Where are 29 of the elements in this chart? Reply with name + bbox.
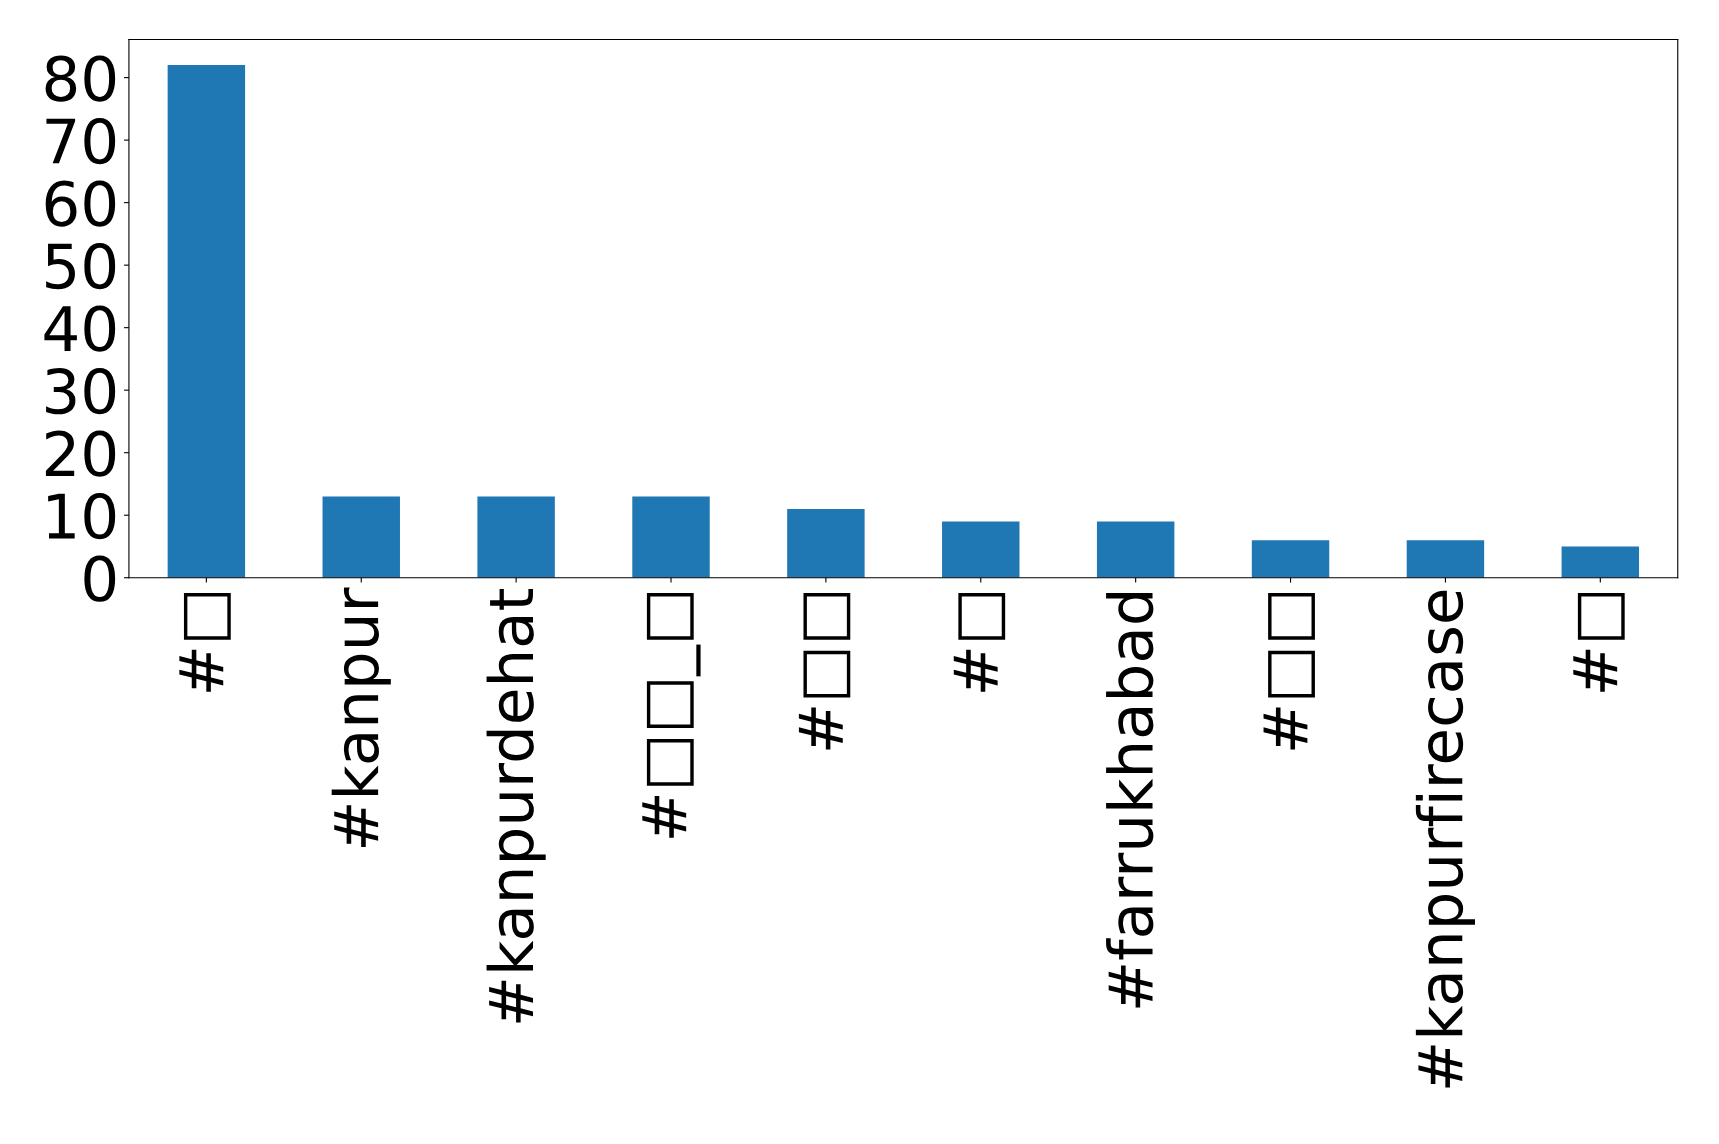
y-tick-label: 50 [46, 243, 116, 290]
x-tick-label: #kanpurfirecase [1415, 590, 1475, 1088]
x-tick-label: #□ [1573, 592, 1625, 692]
bar [477, 496, 555, 578]
y-tick-label: 10 [48, 493, 116, 540]
x-tick-label: #□ [953, 592, 1006, 692]
y-tick-label: 60 [45, 180, 116, 227]
y-tick-label: 0 [84, 555, 116, 602]
bar [1251, 540, 1330, 578]
y-tick-label: 80 [45, 55, 116, 102]
x-tick-label: #kanpurdehat [486, 588, 546, 1023]
bar [1096, 521, 1175, 578]
x-tick-label: #□□ [798, 593, 851, 750]
x-tick-label: #□□_□ [642, 593, 701, 838]
y-tick-label: 20 [45, 430, 116, 477]
bar [942, 521, 1020, 578]
x-tick-label: #□ [179, 592, 231, 692]
bar [1561, 546, 1640, 578]
bar [167, 65, 246, 578]
x-tick-label: #□□ [1263, 593, 1315, 750]
bar [1406, 540, 1485, 578]
x-tick-label: #farrukhabad [1106, 593, 1154, 1008]
y-tick-label: 40 [44, 305, 116, 352]
y-tick-label: 70 [46, 117, 116, 165]
bar [322, 496, 400, 578]
y-tick-label: 30 [46, 368, 116, 415]
bar [632, 496, 710, 578]
bar [787, 508, 865, 578]
x-tick-label: #kanpur [331, 587, 391, 848]
